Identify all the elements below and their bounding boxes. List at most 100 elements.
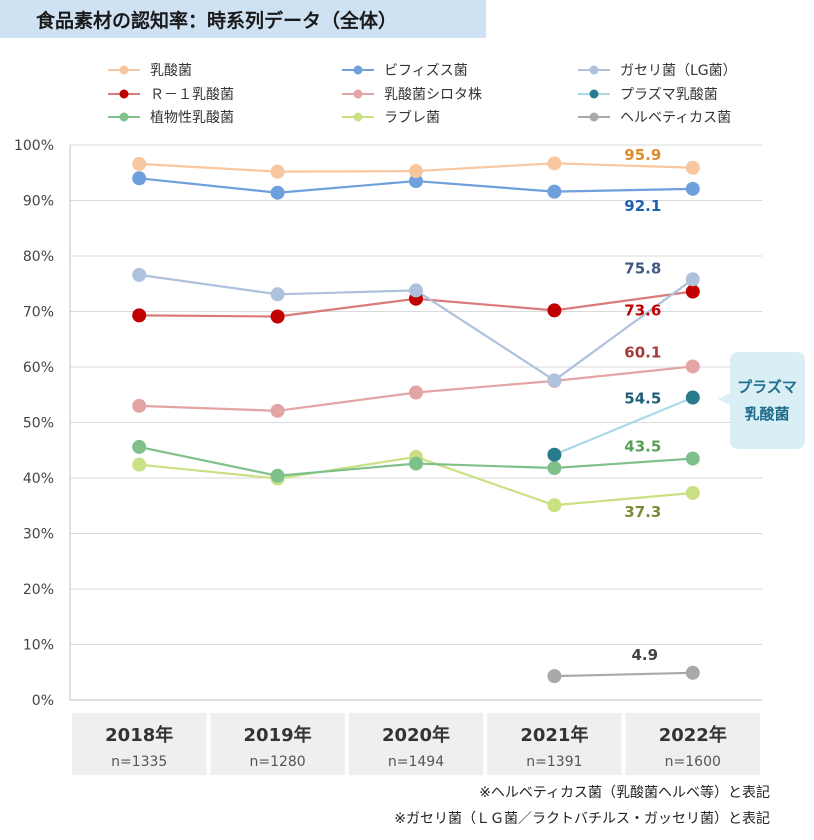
legend-marker bbox=[589, 65, 599, 75]
category-panel bbox=[72, 713, 207, 775]
legend-label: 乳酸菌 bbox=[150, 63, 192, 79]
data-point bbox=[685, 181, 700, 196]
data-point bbox=[547, 498, 562, 513]
x-tick-label: 2019年 bbox=[244, 724, 312, 746]
data-point bbox=[409, 456, 423, 471]
legend-label: ラブレ菌 bbox=[384, 109, 440, 126]
series-line bbox=[277, 289, 417, 296]
series-line bbox=[277, 179, 417, 194]
data-label: 60.1 bbox=[624, 343, 661, 361]
series-line bbox=[554, 162, 693, 169]
series-line bbox=[554, 187, 693, 193]
series-line bbox=[553, 396, 694, 456]
legend-label: ガセリ菌（LG菌） bbox=[620, 63, 737, 79]
data-point bbox=[547, 156, 562, 171]
data-point bbox=[547, 669, 562, 684]
series-line bbox=[139, 177, 278, 194]
data-point bbox=[270, 164, 285, 179]
y-tick-label: 50% bbox=[23, 416, 54, 432]
title-bar: 食品素材の認知率：時系列データ（全体） bbox=[0, 0, 486, 38]
data-point bbox=[132, 439, 147, 454]
data-label: 37.3 bbox=[624, 503, 661, 521]
data-point bbox=[547, 461, 562, 476]
series-line bbox=[139, 314, 278, 318]
data-point bbox=[685, 359, 700, 374]
data-label: 54.5 bbox=[624, 390, 661, 408]
series-line bbox=[277, 391, 417, 412]
series-line bbox=[139, 404, 278, 412]
series-line bbox=[554, 457, 693, 470]
series-line bbox=[415, 289, 555, 382]
x-tick-label: 2021年 bbox=[520, 724, 588, 746]
legend-marker bbox=[353, 65, 363, 75]
legend-label: プラズマ乳酸菌 bbox=[620, 87, 718, 103]
callout-bubble bbox=[718, 352, 805, 449]
series-line bbox=[277, 169, 417, 173]
legend-marker bbox=[353, 112, 363, 122]
data-point bbox=[132, 267, 147, 282]
data-point bbox=[685, 451, 700, 466]
data-label: 43.5 bbox=[624, 438, 661, 456]
y-tick-label: 30% bbox=[23, 527, 54, 543]
series-line bbox=[277, 455, 417, 480]
category-panel bbox=[210, 713, 345, 775]
series-line bbox=[415, 462, 555, 470]
y-tick-label: 10% bbox=[23, 638, 54, 654]
data-point bbox=[685, 390, 700, 405]
y-tick-label: 60% bbox=[23, 360, 54, 376]
data-point bbox=[270, 309, 285, 324]
legend-marker bbox=[119, 112, 129, 122]
y-tick-label: 70% bbox=[23, 305, 54, 321]
data-point bbox=[685, 485, 700, 500]
series-line bbox=[138, 445, 278, 477]
legend-label: 植物性乳酸菌 bbox=[150, 110, 234, 126]
sample-size-label: n=1280 bbox=[249, 754, 305, 770]
callout-line2: 乳酸菌 bbox=[744, 405, 789, 423]
legend-label: ヘルベティカス菌 bbox=[620, 110, 731, 126]
series-line bbox=[277, 297, 417, 318]
data-point bbox=[685, 160, 700, 175]
data-point bbox=[270, 468, 285, 483]
data-point bbox=[409, 283, 423, 298]
data-point bbox=[132, 171, 147, 186]
x-tick-label: 2022年 bbox=[659, 724, 727, 746]
data-point bbox=[409, 174, 423, 189]
series-line bbox=[139, 463, 278, 480]
data-point bbox=[547, 184, 562, 199]
data-point bbox=[547, 373, 562, 388]
data-point bbox=[547, 303, 562, 318]
sample-size-label: n=1494 bbox=[388, 754, 444, 770]
y-tick-label: 0% bbox=[32, 693, 54, 709]
legend-marker bbox=[119, 89, 129, 99]
data-label: 73.6 bbox=[624, 302, 661, 320]
y-tick-label: 40% bbox=[23, 471, 54, 487]
legend-marker bbox=[353, 89, 363, 99]
data-label: 92.1 bbox=[624, 197, 661, 215]
y-tick-label: 20% bbox=[23, 582, 54, 598]
y-tick-label: 90% bbox=[23, 194, 54, 210]
series-line bbox=[553, 278, 694, 382]
series-line bbox=[415, 162, 555, 173]
category-panel bbox=[487, 713, 622, 775]
sample-size-label: n=1335 bbox=[111, 754, 167, 770]
series-line bbox=[415, 297, 555, 312]
series-line bbox=[554, 671, 693, 678]
data-label: 75.8 bbox=[624, 259, 661, 277]
data-point bbox=[270, 287, 285, 302]
data-point bbox=[685, 284, 700, 299]
x-tick-label: 2020年 bbox=[382, 724, 450, 746]
data-point bbox=[132, 457, 147, 472]
callout-line1: プラズマ bbox=[737, 378, 797, 396]
series-line bbox=[415, 179, 555, 193]
chart-title: 食品素材の認知率：時系列データ（全体） bbox=[36, 10, 398, 32]
sample-size-label: n=1600 bbox=[665, 754, 721, 770]
series-line bbox=[415, 379, 555, 394]
footnote-helveticus: ※ヘルベティカス菌（乳酸菌ヘルベ等）と表記 bbox=[479, 785, 770, 801]
category-panel bbox=[348, 713, 484, 775]
data-point bbox=[270, 403, 285, 418]
data-point bbox=[685, 665, 700, 680]
legend-label: ビフィズス菌 bbox=[384, 63, 468, 79]
legend-marker bbox=[589, 112, 599, 122]
data-point bbox=[270, 185, 285, 200]
